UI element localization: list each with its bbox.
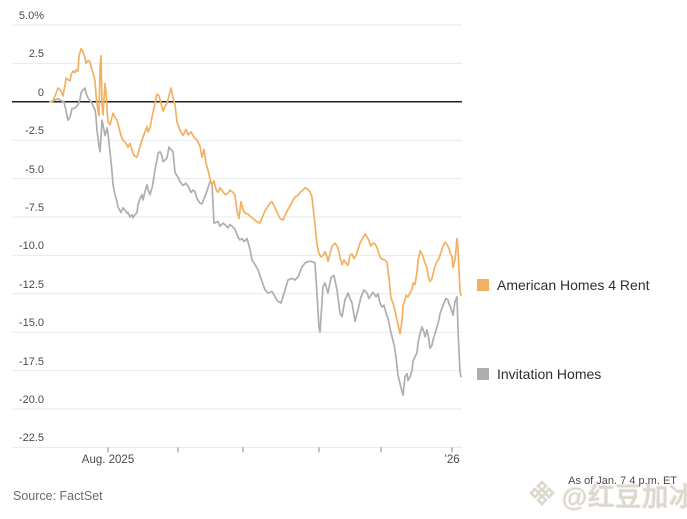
y-tick-label: -17.5: [18, 355, 44, 368]
series-line-invitation-homes: [49, 87, 462, 397]
y-tick-label: 0: [37, 86, 44, 99]
series-line-american-homes-4-rent: [49, 47, 462, 335]
legend-swatch-orange: [477, 279, 489, 291]
y-tick-label: -20.0: [18, 394, 44, 406]
legend-swatch-gray: [477, 368, 489, 380]
x-tick-label: Aug. 2025: [81, 454, 135, 467]
legend-label: American Homes 4 Rent: [497, 277, 650, 293]
watermark: @红豆加冰: [527, 477, 687, 514]
legend-label: Invitation Homes: [497, 366, 602, 382]
source-note: Source: FactSet: [13, 489, 103, 503]
asof-note: As of Jan. 7 4 p.m. ET: [568, 475, 677, 487]
legend-item-invitation-homes: Invitation Homes: [477, 366, 601, 382]
y-tick-label: -7.5: [25, 202, 44, 214]
x-axis-ticks: [107, 447, 453, 453]
y-tick-label: 2.5: [28, 48, 44, 61]
y-tick-label: -12.5: [18, 278, 44, 291]
y-tick-label: -15.0: [18, 317, 44, 330]
x-tick-label: ’26: [444, 454, 460, 467]
watermark-text: @红豆加冰: [562, 482, 687, 512]
y-tick-label: -5.0: [25, 163, 44, 176]
y-tick-label: 5.0%: [18, 10, 44, 22]
y-tick-label: -22.5: [18, 432, 44, 445]
legend-item-american-homes-4-rent: American Homes 4 Rent: [477, 277, 650, 293]
series-lines: [49, 47, 462, 397]
diamond-logo-icon: [527, 478, 557, 513]
y-tick-label: -10.0: [18, 240, 44, 253]
y-tick-label: -2.5: [25, 125, 44, 138]
